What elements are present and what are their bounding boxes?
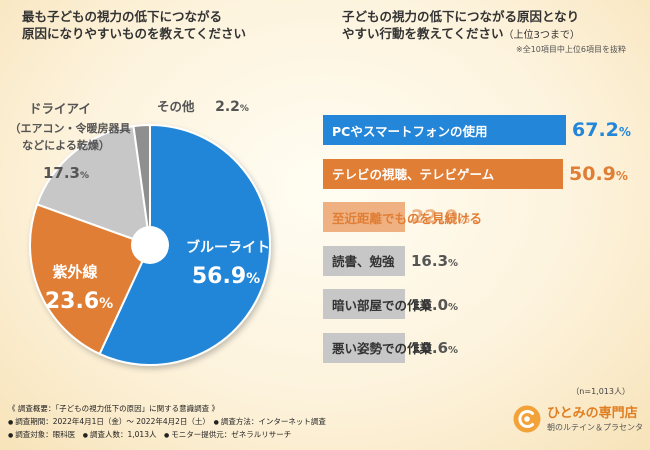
bar-value-1: 50.9%	[569, 162, 628, 185]
brand-subtitle: 朝のルテイン＆プラセンタ	[547, 422, 643, 432]
pie-value-1: 23.6%	[45, 289, 113, 314]
survey-period: 調査期間：2022年4月1日（金）～ 2022年4月2日（土）	[15, 416, 207, 426]
pie-label-0: ブルーライト	[186, 239, 270, 256]
survey-count: 調査人数：1,013人	[90, 430, 157, 439]
pie-label-2-line-0: ドライアイ	[29, 101, 91, 116]
pie-value-2: 17.3%	[43, 164, 89, 182]
bar-label-0: PCやスマートフォンの使用	[332, 123, 488, 139]
bar-5: 悪い姿勢での作業	[323, 332, 432, 363]
bar-row-4: 暗い部屋での作業 16.0%	[323, 289, 458, 319]
pie-value-0: 56.9%	[192, 264, 260, 289]
left-question-title: 最も子どもの視力の低下につながる 原因になりやすいものを教えてください	[22, 9, 247, 41]
survey-provider: モニター提供元：ゼネラルリサーチ	[171, 430, 292, 439]
survey-footer: 《 調査概要：「子どもの視力低下の原因」に関する意識調査 》 ● 調査期間：202…	[8, 404, 326, 439]
pie-value-3: 2.2%	[215, 99, 249, 115]
bar-label-2: 至近距離でものを見続ける	[332, 210, 483, 226]
pie-label-3: その他	[157, 99, 195, 114]
right-question-title: 子どもの視力の低下につながる原因となり やすい行動を教えてください（上位3つまで…	[342, 9, 580, 41]
bar-row-0: PCやスマートフォンの使用 67.2%	[323, 115, 631, 145]
bar-label-1: テレビの視聴、テレビゲーム	[332, 167, 495, 182]
pie-label-2-line-2: などによる乾燥）	[22, 138, 110, 152]
bar-value-3: 16.3%	[411, 252, 459, 270]
pie-label-1: 紫外線	[52, 263, 97, 281]
bar-row-2: 至近距離でものを見続ける 22.0%	[323, 202, 482, 232]
bar-4: 暗い部屋での作業	[323, 289, 432, 319]
survey-method: 調査方法：インターネット調査	[220, 416, 326, 426]
brand-logo: ひとみの専門店 朝のルテイン＆プラセンタ	[512, 404, 643, 434]
bar-label-5: 悪い姿勢での作業	[332, 341, 433, 356]
bar-value-0: 67.2%	[572, 119, 631, 141]
bar-label-4: 暗い部屋での作業	[332, 297, 433, 313]
eye-logo-icon	[513, 405, 541, 433]
pie-slice-2	[35, 125, 152, 247]
bar-row-1: テレビの視聴、テレビゲーム 50.9%	[323, 158, 628, 189]
bar-2: 至近距離でものを見続ける	[323, 202, 482, 232]
pie-label-2-line-1: （エアコン・令暖房器具	[10, 121, 131, 135]
bar-row-3: 読書、勉強 16.3%	[323, 245, 459, 276]
bar-3: 読書、勉強	[323, 245, 405, 276]
bar-value-4: 16.0%	[411, 295, 459, 314]
bar-1: テレビの視聴、テレビゲーム	[323, 158, 563, 189]
brand-name: ひとみの専門店	[547, 405, 638, 421]
bar-row-5: 悪い姿勢での作業 10.6%	[323, 332, 459, 363]
pie-slice-3	[132, 123, 151, 246]
survey-target: 調査対象：眼科医	[15, 430, 76, 439]
bar-value-2: 22.0%	[411, 206, 470, 228]
pie-slice-0	[98, 123, 271, 366]
sample-size-note: （n=1,013人）	[571, 387, 630, 396]
bar-label-3: 読書、勉強	[332, 254, 395, 269]
pie-slice-1	[29, 203, 152, 356]
selection-note: ※全10項目中上位6項目を抜粋	[516, 45, 626, 54]
pie-center-hole	[131, 226, 169, 264]
bar-value-5: 10.6%	[411, 339, 459, 357]
pie-chart: ブルーライト 56.9% 紫外線 23.6% ドライアイ （エアコン・令暖房器具などによる…	[10, 99, 271, 366]
survey-title: 《 調査概要：「子どもの視力低下の原因」に関する意識調査 》	[8, 404, 220, 413]
bar-0: PCやスマートフォンの使用	[323, 115, 566, 145]
